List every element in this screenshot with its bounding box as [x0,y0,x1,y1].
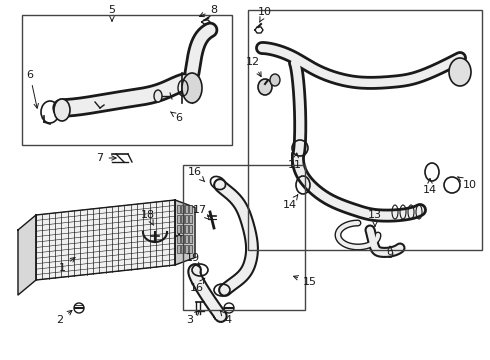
Bar [177,225,180,233]
Bar [189,205,192,213]
Polygon shape [36,200,175,280]
Text: 17: 17 [193,205,210,220]
Bar [189,215,192,223]
Bar [248,10,482,250]
Text: 7: 7 [97,153,116,163]
Polygon shape [18,215,36,295]
Bar [177,245,180,253]
Text: 6: 6 [171,112,182,123]
Ellipse shape [154,90,162,102]
Text: 8: 8 [199,5,218,17]
Text: 19: 19 [186,253,200,267]
Text: 11: 11 [288,153,302,170]
Ellipse shape [449,58,471,86]
Text: 5: 5 [108,5,116,21]
Text: 6: 6 [26,70,38,108]
Text: 12: 12 [246,57,261,77]
Bar [177,205,180,213]
Bar [22,15,232,145]
Text: 9: 9 [387,246,393,260]
Bar [181,205,184,213]
Text: 4: 4 [220,310,232,325]
Bar [181,225,184,233]
Bar [177,215,180,223]
Bar [183,165,305,310]
Text: 15: 15 [294,276,317,287]
Text: 16: 16 [188,167,205,182]
Polygon shape [175,200,195,265]
Text: 16: 16 [190,278,205,293]
Bar [181,235,184,243]
Bar [189,235,192,243]
Ellipse shape [258,79,272,95]
Bar [185,205,188,213]
Text: 14: 14 [423,179,437,195]
Ellipse shape [54,99,70,121]
Ellipse shape [182,73,202,103]
Text: 14: 14 [283,195,298,210]
Bar [185,235,188,243]
Bar [189,225,192,233]
Text: 18: 18 [141,210,155,225]
Bar [181,215,184,223]
Text: 3: 3 [187,311,199,325]
Text: 2: 2 [56,310,72,325]
Bar [185,245,188,253]
Bar [185,215,188,223]
Bar [189,245,192,253]
Bar [177,235,180,243]
Text: 1: 1 [58,257,75,273]
Bar [181,245,184,253]
Ellipse shape [270,74,280,86]
Text: 10: 10 [458,177,477,190]
Text: 10: 10 [258,7,272,22]
Text: 13: 13 [368,210,382,226]
Bar [185,225,188,233]
